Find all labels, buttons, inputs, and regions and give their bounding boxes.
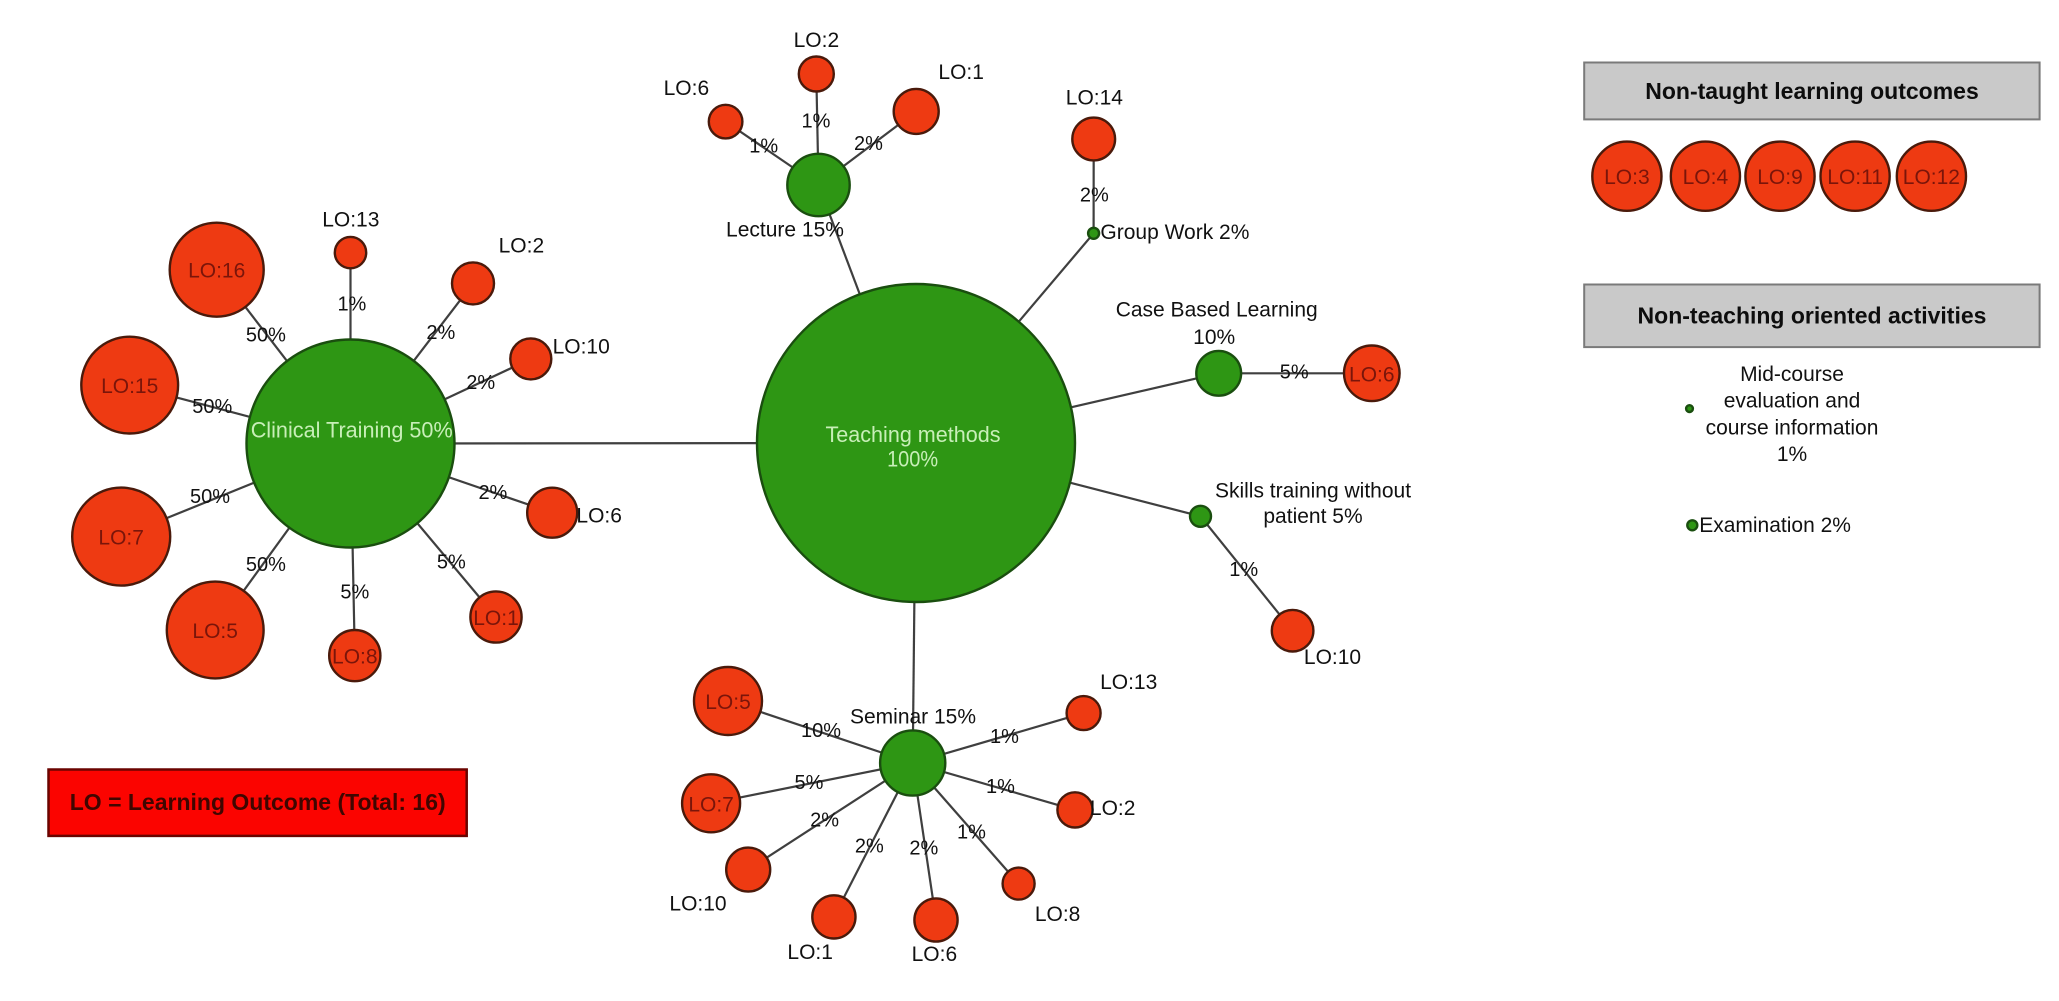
svg-text:LO:3: LO:3: [1604, 166, 1650, 189]
svg-text:50%: 50%: [246, 325, 286, 347]
svg-text:LO:6: LO:6: [912, 943, 958, 966]
svg-text:LO:14: LO:14: [1066, 86, 1124, 109]
svg-text:Non-teaching oriented activiti: Non-teaching oriented activities: [1638, 303, 1987, 329]
svg-text:50%: 50%: [192, 396, 232, 418]
svg-text:LO:6: LO:6: [576, 505, 622, 528]
svg-text:1%: 1%: [986, 776, 1015, 798]
svg-text:LO:7: LO:7: [688, 793, 734, 816]
svg-text:LO:8: LO:8: [332, 646, 378, 669]
svg-text:LO:2: LO:2: [794, 29, 840, 52]
svg-text:5%: 5%: [340, 582, 369, 604]
svg-text:100%: 100%: [887, 447, 938, 472]
svg-text:LO:1: LO:1: [787, 941, 833, 964]
svg-text:2%: 2%: [909, 837, 938, 859]
svg-text:1%: 1%: [337, 294, 366, 316]
svg-text:LO:10: LO:10: [553, 336, 610, 359]
svg-text:2%: 2%: [855, 835, 884, 857]
svg-text:LO:1: LO:1: [473, 607, 519, 630]
svg-text:Non-taught learning outcomes: Non-taught learning outcomes: [1645, 78, 1979, 104]
svg-text:LO:8: LO:8: [1035, 903, 1081, 926]
svg-text:5%: 5%: [1280, 362, 1309, 384]
svg-text:Lecture 15%: Lecture 15%: [726, 219, 844, 242]
svg-text:5%: 5%: [437, 552, 466, 574]
svg-text:10%: 10%: [1193, 326, 1235, 349]
svg-text:Case Based Learning: Case Based Learning: [1116, 299, 1318, 322]
svg-text:1%: 1%: [1777, 443, 1807, 466]
svg-text:50%: 50%: [246, 554, 286, 576]
svg-text:Group Work 2%: Group Work 2%: [1100, 221, 1249, 244]
svg-text:LO:12: LO:12: [1903, 166, 1960, 189]
svg-text:Clinical Training 50%: Clinical Training 50%: [251, 417, 453, 442]
svg-text:50%: 50%: [190, 486, 230, 508]
svg-text:LO:5: LO:5: [705, 691, 751, 714]
svg-text:patient 5%: patient 5%: [1263, 505, 1362, 528]
svg-text:Teaching methods: Teaching methods: [826, 422, 1001, 447]
svg-text:2%: 2%: [478, 482, 507, 504]
svg-text:LO:13: LO:13: [322, 209, 379, 232]
svg-text:evaluation and: evaluation and: [1724, 390, 1861, 413]
svg-text:LO:16: LO:16: [188, 260, 245, 283]
svg-text:1%: 1%: [749, 136, 778, 158]
svg-text:LO:13: LO:13: [1100, 671, 1157, 694]
svg-text:LO:2: LO:2: [1090, 797, 1136, 820]
svg-text:Seminar 15%: Seminar 15%: [850, 706, 976, 729]
svg-text:1%: 1%: [1229, 559, 1258, 581]
svg-text:LO:10: LO:10: [669, 893, 726, 916]
svg-text:1%: 1%: [957, 821, 986, 843]
svg-text:LO:1: LO:1: [938, 61, 984, 84]
svg-text:Mid-course: Mid-course: [1740, 363, 1844, 386]
svg-text:Skills training without: Skills training without: [1215, 479, 1411, 502]
svg-text:LO:5: LO:5: [192, 620, 238, 643]
svg-text:LO:11: LO:11: [1827, 166, 1883, 189]
svg-text:2%: 2%: [1080, 184, 1109, 206]
svg-text:LO:9: LO:9: [1757, 166, 1803, 189]
svg-text:LO:10: LO:10: [1304, 646, 1361, 669]
svg-text:LO:4: LO:4: [1683, 166, 1729, 189]
svg-text:LO:2: LO:2: [499, 234, 545, 257]
svg-text:LO:7: LO:7: [98, 527, 144, 550]
svg-text:2%: 2%: [466, 372, 495, 394]
svg-text:LO:6: LO:6: [1349, 363, 1395, 386]
svg-text:10%: 10%: [801, 720, 841, 742]
svg-text:course information: course information: [1706, 416, 1879, 439]
svg-text:Examination 2%: Examination 2%: [1699, 514, 1851, 537]
svg-text:1%: 1%: [990, 726, 1019, 748]
svg-text:2%: 2%: [854, 133, 883, 155]
svg-text:5%: 5%: [795, 772, 824, 794]
svg-text:LO = Learning Outcome (Total:: LO = Learning Outcome (Total: 16): [70, 789, 446, 815]
svg-text:1%: 1%: [802, 111, 831, 133]
svg-text:LO:6: LO:6: [664, 77, 710, 100]
svg-text:2%: 2%: [426, 322, 455, 344]
svg-text:LO:15: LO:15: [101, 375, 158, 398]
svg-text:2%: 2%: [810, 809, 839, 831]
